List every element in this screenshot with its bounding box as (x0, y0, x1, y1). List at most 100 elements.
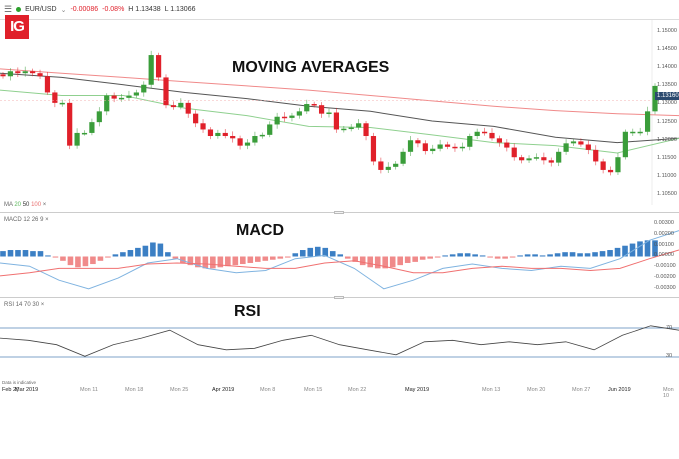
macd-histogram-bar (307, 247, 314, 257)
candle (570, 141, 577, 144)
candle (81, 132, 88, 135)
candle (556, 151, 562, 163)
macd-axis-label: -0.00100 (654, 263, 676, 270)
candle (318, 105, 325, 114)
macd-histogram-bar (75, 256, 81, 268)
candle (163, 77, 169, 106)
macd-histogram-bar (562, 252, 568, 257)
candle (363, 123, 369, 137)
date-label: Mon 18 (125, 387, 144, 393)
price-axis-label: 1.13500 (657, 82, 677, 89)
date-label: Apr 2019 (212, 387, 235, 393)
macd-histogram-bar (539, 255, 546, 257)
candle (378, 161, 384, 170)
macd-histogram-bar (247, 256, 254, 263)
candle (430, 148, 436, 152)
ma100-line (0, 68, 679, 117)
macd-histogram-bar (554, 253, 561, 257)
symbol-selector[interactable]: EUR/USD (25, 6, 57, 13)
macd-histogram-bar (262, 256, 269, 261)
candle (170, 105, 177, 108)
macd-legend[interactable]: MACD 12 26 9 × (4, 217, 49, 223)
macd-histogram-bar (82, 256, 89, 267)
candle (496, 138, 503, 143)
legend-ma50: 50 (22, 202, 30, 208)
date-label: Jun 2019 (608, 387, 631, 393)
legend-ma100: 100 (31, 202, 42, 208)
candle (126, 95, 132, 98)
candle (185, 102, 191, 114)
date-label: Feb 2( (2, 387, 18, 393)
candle (637, 131, 643, 134)
macd-histogram-bar (277, 256, 284, 259)
ma-legend[interactable]: MA 20 50 100 × (4, 202, 46, 208)
macd-histogram-bar (292, 253, 299, 257)
macd-histogram-bar (479, 255, 486, 257)
instrument-header: ☰ EUR/USD ⌄ -0.00086 -0.08% H 1.13438 L … (0, 0, 679, 20)
macd-histogram-bar (404, 256, 411, 263)
candle (44, 76, 51, 93)
macd-histogram-bar (344, 256, 351, 259)
macd-histogram-bar (592, 252, 598, 257)
candle (15, 71, 21, 74)
macd-histogram-bar (299, 250, 306, 257)
macd-histogram-bar (157, 243, 164, 257)
macd-histogram-bar (577, 253, 583, 257)
macd-histogram-bar (637, 241, 643, 257)
macd-histogram-bar (90, 256, 96, 265)
macd-histogram-bar (15, 250, 21, 257)
candle (341, 128, 347, 131)
macd-histogram-bar (382, 256, 389, 269)
candle (519, 157, 525, 161)
candle (67, 102, 73, 146)
hamburger-icon[interactable]: ☰ (4, 4, 13, 14)
candle (541, 157, 547, 161)
candle (356, 123, 362, 128)
macd-axis-label: 0.00300 (654, 220, 674, 226)
macd-histogram-bar (127, 250, 134, 257)
signal-line (0, 249, 679, 277)
close-icon[interactable]: × (45, 217, 49, 223)
macd-histogram-bar (644, 240, 651, 257)
rsi-legend[interactable]: RSI 14 70 30 × (4, 302, 44, 308)
macd-axis-label: 0.00100 (654, 241, 674, 248)
price-axis-label: 1.12000 (657, 136, 677, 143)
candle (467, 136, 473, 147)
chevron-down-icon[interactable]: ⌄ (60, 6, 67, 14)
candle (585, 144, 591, 150)
candle (30, 71, 36, 74)
macd-histogram-bar (284, 256, 291, 258)
candle (89, 122, 95, 133)
price-axis-label: 1.11000 (657, 172, 677, 179)
macd-histogram-bar (599, 251, 606, 257)
macd-histogram-bar (180, 256, 186, 263)
title-macd: MACD (236, 222, 284, 239)
macd-histogram-bar (434, 256, 441, 258)
macd-histogram-bar (37, 251, 44, 257)
candle (37, 73, 43, 77)
macd-histogram-bar (412, 256, 418, 262)
resize-handle[interactable] (334, 296, 344, 299)
macd-histogram-bar (397, 256, 403, 266)
date-label: Mar 2019 (15, 387, 39, 393)
candle (593, 149, 599, 162)
macd-histogram-bar (389, 256, 396, 268)
candle (118, 97, 125, 100)
candle (222, 132, 228, 137)
close-icon[interactable]: × (42, 202, 47, 208)
price-axis-label: 1.14500 (657, 46, 677, 53)
candle (489, 132, 495, 139)
candle (237, 138, 243, 146)
macd-histogram-bar (629, 243, 636, 257)
candle (74, 132, 80, 146)
candle (296, 111, 302, 116)
macd-histogram-bar (502, 256, 508, 259)
candle (370, 136, 377, 162)
resize-handle[interactable] (334, 211, 344, 214)
macd-histogram-bar (240, 256, 246, 265)
close-icon[interactable]: × (40, 302, 45, 308)
candle (207, 129, 214, 137)
macd-histogram-bar (45, 255, 51, 257)
candle (155, 55, 162, 78)
